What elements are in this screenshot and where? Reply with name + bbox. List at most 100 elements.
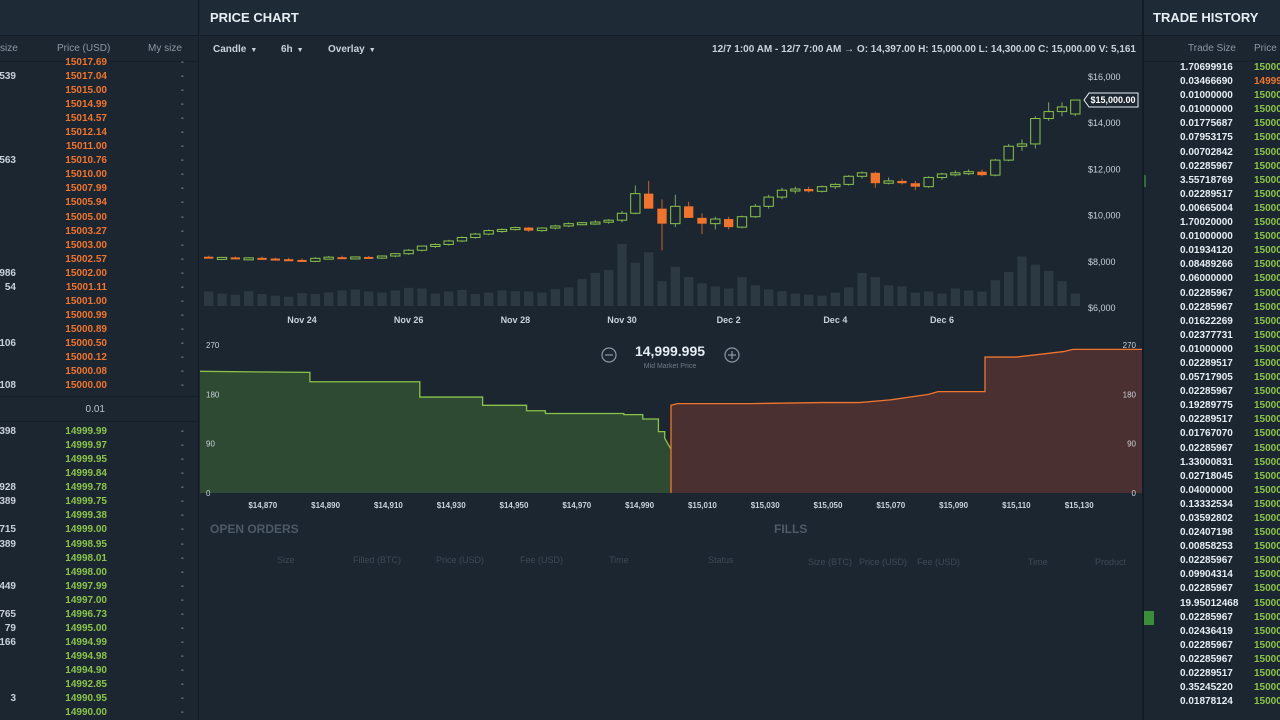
- bid-row[interactable]: 3 14990.95 -: [0, 693, 198, 707]
- ask-row[interactable]: 15010.00 -: [0, 169, 198, 183]
- ask-row[interactable]: 15005.94 -: [0, 197, 198, 211]
- trade-row[interactable]: 0.05717905 15000: [1144, 372, 1280, 386]
- ask-row[interactable]: 15003.00 -: [0, 240, 198, 254]
- ask-row[interactable]: 15003.27 -: [0, 226, 198, 240]
- trade-row[interactable]: 0.02718045 15000: [1144, 471, 1280, 485]
- trade-row[interactable]: 0.13332534 15000: [1144, 499, 1280, 513]
- zoom-in-icon[interactable]: [724, 347, 740, 363]
- trade-row[interactable]: 0.02285967 15000: [1144, 386, 1280, 400]
- trade-row[interactable]: 0.01934120 15000: [1144, 245, 1280, 259]
- trade-row[interactable]: 0.01000000 15000: [1144, 104, 1280, 118]
- bid-row[interactable]: 389 14999.75 -: [0, 496, 198, 510]
- ask-row[interactable]: 15000.12 -: [0, 352, 198, 366]
- trade-row[interactable]: 0.01775687 15000: [1144, 118, 1280, 132]
- trade-row[interactable]: 0.09904314 15000: [1144, 569, 1280, 583]
- trade-row[interactable]: 0.01878124 15000: [1144, 696, 1280, 710]
- bid-row[interactable]: 14999.97 -: [0, 440, 198, 454]
- ask-row[interactable]: 15014.99 -: [0, 99, 198, 113]
- chart-type-dropdown[interactable]: Candle ▼: [213, 44, 257, 55]
- interval-dropdown[interactable]: 6h ▼: [281, 44, 304, 55]
- ask-row[interactable]: 106 15000.50 -: [0, 338, 198, 352]
- bid-row[interactable]: 14999.95 -: [0, 454, 198, 468]
- trade-row[interactable]: 0.01622269 15000: [1144, 316, 1280, 330]
- trade-row[interactable]: 0.02289517 15000: [1144, 414, 1280, 428]
- bid-row[interactable]: 715 14999.00 -: [0, 524, 198, 538]
- ask-row[interactable]: 986 15002.00 -: [0, 268, 198, 282]
- ask-row[interactable]: 539 15017.04 -: [0, 71, 198, 85]
- candlestick-chart[interactable]: $16,000 $14,000 $12,000 $10,000 $8,000 $6,000…: [200, 60, 1142, 330]
- trade-row[interactable]: 0.02289517 15000: [1144, 189, 1280, 203]
- bid-row[interactable]: 14997.00 -: [0, 595, 198, 609]
- trade-row[interactable]: 0.02285967 15000: [1144, 640, 1280, 654]
- trade-row[interactable]: 0.04000000 15000: [1144, 485, 1280, 499]
- trade-row[interactable]: 0.02285967 15000: [1144, 555, 1280, 569]
- trade-history-list[interactable]: 1.70699916 15000 0.03466690 14999 0.01000000…: [1144, 62, 1280, 710]
- ask-row[interactable]: 108 15000.00 -: [0, 380, 198, 394]
- trade-row[interactable]: 3.55718769 15000: [1144, 175, 1280, 189]
- bid-row[interactable]: 449 14997.99 -: [0, 581, 198, 595]
- bid-row[interactable]: 79 14995.00 -: [0, 623, 198, 637]
- candle-up: [456, 237, 468, 242]
- bid-row[interactable]: 14994.90 -: [0, 665, 198, 679]
- trade-row[interactable]: 1.70699916 15000: [1144, 62, 1280, 76]
- trade-row[interactable]: 0.02377731 15000: [1144, 330, 1280, 344]
- ask-row[interactable]: 15011.00 -: [0, 141, 198, 155]
- ask-row[interactable]: 15000.99 -: [0, 310, 198, 324]
- trade-row[interactable]: 19.95012468 15000: [1144, 598, 1280, 612]
- bid-row[interactable]: 14998.01 -: [0, 553, 198, 567]
- ask-row[interactable]: 15007.99 -: [0, 183, 198, 197]
- trade-row[interactable]: 0.02285967 15000: [1144, 612, 1280, 626]
- ask-row[interactable]: 15005.00 -: [0, 212, 198, 226]
- bid-row[interactable]: 14992.85 -: [0, 679, 198, 693]
- ask-row[interactable]: 15001.00 -: [0, 296, 198, 310]
- bid-row[interactable]: 14990.00 -: [0, 707, 198, 720]
- bid-row[interactable]: 14994.98 -: [0, 651, 198, 665]
- trade-row[interactable]: 0.02407198 15000: [1144, 527, 1280, 541]
- trade-row[interactable]: 0.19289775 15000: [1144, 400, 1280, 414]
- bid-row[interactable]: 14998.00 -: [0, 567, 198, 581]
- bid-row[interactable]: 14999.38 -: [0, 510, 198, 524]
- trade-row[interactable]: 0.35245220 15000: [1144, 682, 1280, 696]
- trade-row[interactable]: 0.01767070 15000: [1144, 428, 1280, 442]
- trade-row[interactable]: 0.02289517 15000: [1144, 668, 1280, 682]
- trade-row[interactable]: 0.03592802 15000: [1144, 513, 1280, 527]
- trade-row[interactable]: 0.00665004 15000: [1144, 203, 1280, 217]
- trade-row[interactable]: 0.00858253 15000: [1144, 541, 1280, 555]
- trade-row[interactable]: 0.02285967 15000: [1144, 161, 1280, 175]
- bid-row[interactable]: 166 14994.99 -: [0, 637, 198, 651]
- ask-row[interactable]: 15015.00 -: [0, 85, 198, 99]
- ask-row[interactable]: 15014.57 -: [0, 113, 198, 127]
- ask-row[interactable]: 563 15010.76 -: [0, 155, 198, 169]
- ask-row[interactable]: 15000.08 -: [0, 366, 198, 380]
- bid-row[interactable]: 398 14999.99 -: [0, 426, 198, 440]
- trade-row[interactable]: 0.01000000 15000: [1144, 231, 1280, 245]
- bid-row[interactable]: 14999.84 -: [0, 468, 198, 482]
- bid-row[interactable]: 928 14999.78 -: [0, 482, 198, 496]
- trade-row[interactable]: 1.70020000 15000: [1144, 217, 1280, 231]
- trade-row[interactable]: 0.02289517 15000: [1144, 358, 1280, 372]
- trade-row[interactable]: 0.06000000 15000: [1144, 273, 1280, 287]
- ask-row[interactable]: 15000.89 -: [0, 324, 198, 338]
- trade-row[interactable]: 0.00702842 15000: [1144, 147, 1280, 161]
- trade-row[interactable]: 0.08489266 15000: [1144, 259, 1280, 273]
- bid-row[interactable]: 765 14996.73 -: [0, 609, 198, 623]
- bid-row[interactable]: 389 14998.95 -: [0, 539, 198, 553]
- depth-chart[interactable]: 270 270 180 180 90 90 0 0 $14,870 $14,890 $14,910 $…: [200, 330, 1142, 520]
- trade-row[interactable]: 0.02285967 15000: [1144, 443, 1280, 457]
- trade-row[interactable]: 0.02285967 15000: [1144, 288, 1280, 302]
- zoom-out-icon[interactable]: [601, 347, 617, 363]
- trade-row[interactable]: 0.03466690 14999: [1144, 76, 1280, 90]
- trade-row[interactable]: 0.07953175 15000: [1144, 132, 1280, 146]
- trade-row[interactable]: 0.02285967 15000: [1144, 583, 1280, 597]
- ask-row[interactable]: 15012.14 -: [0, 127, 198, 141]
- trade-row[interactable]: 0.02285967 15000: [1144, 302, 1280, 316]
- ask-row[interactable]: 15017.69 -: [0, 57, 198, 71]
- ask-row[interactable]: 54 15001.11 -: [0, 282, 198, 296]
- trade-row[interactable]: 1.33000831 15000: [1144, 457, 1280, 471]
- ask-row[interactable]: 15002.57 -: [0, 254, 198, 268]
- trade-row[interactable]: 0.01000000 15000: [1144, 90, 1280, 104]
- trade-row[interactable]: 0.01000000 15000: [1144, 344, 1280, 358]
- trade-row[interactable]: 0.02436419 15000: [1144, 626, 1280, 640]
- overlay-dropdown[interactable]: Overlay ▼: [328, 44, 376, 55]
- trade-row[interactable]: 0.02285967 15000: [1144, 654, 1280, 668]
